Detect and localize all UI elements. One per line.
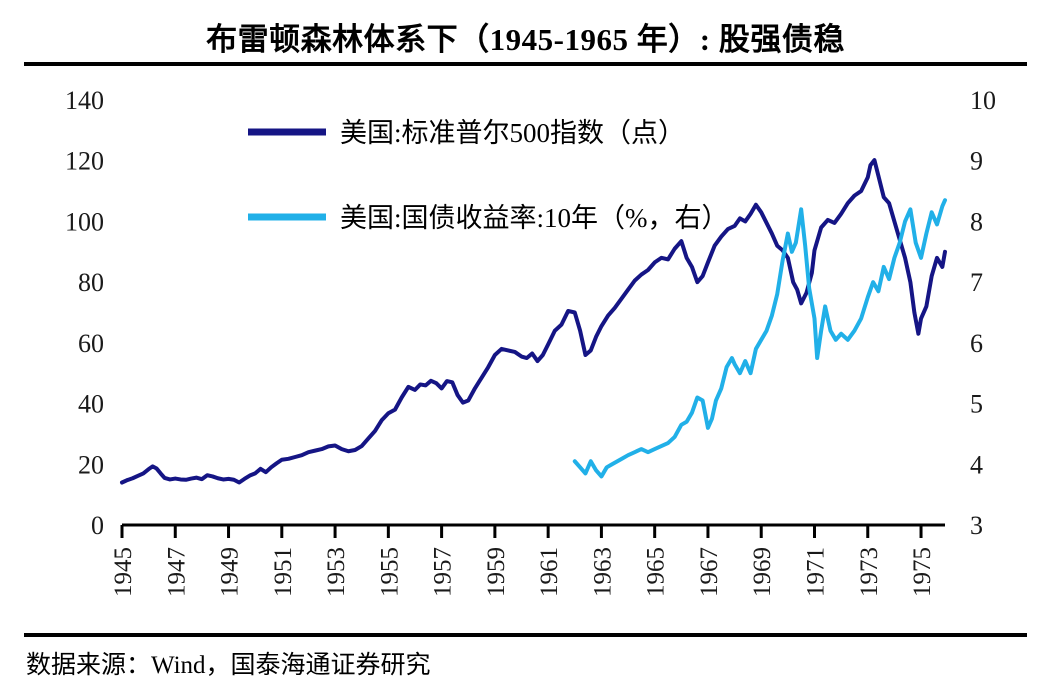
x-axis-tick-label: 1971: [802, 547, 829, 597]
right-axis-tick-label: 7: [970, 268, 983, 297]
left-axis-tick-label: 40: [78, 390, 104, 419]
title-divider-top: [24, 62, 1027, 66]
right-axis-tick-label: 4: [970, 450, 983, 479]
x-axis-tick-labels: 1945 1947 1949 1951 1953 1955 1957 1959 1961 1963…: [110, 547, 936, 597]
page-title: 布雷顿森林体系下（1945-1965 年）: 股强债稳: [206, 22, 845, 57]
source-note: 数据来源：Wind，国泰海通证券研究: [26, 652, 431, 679]
series-line: [120, 158, 947, 485]
legend-label: 美国:国债收益率:10年（%，右）: [340, 203, 729, 233]
x-axis-tick-label: 1957: [430, 547, 457, 597]
x-axis-tick-label: 1953: [323, 547, 350, 597]
footer-divider: [24, 633, 1027, 637]
x-axis-tick-label: 1947: [163, 547, 190, 597]
left-axis-tick-label: 120: [65, 147, 104, 176]
x-axis-tick-label: 1961: [536, 547, 563, 597]
right-axis-tick-label: 3: [970, 511, 983, 540]
left-axis-tick-label: 20: [78, 450, 104, 479]
left-axis-tick-label: 80: [78, 268, 104, 297]
left-axis-tick-label: 60: [78, 329, 104, 358]
x-axis-tick-label: 1969: [749, 547, 776, 597]
x-axis-tick-marks: [120, 525, 923, 538]
series-line: [572, 198, 947, 479]
legend-label: 美国:标准普尔500指数（点）: [340, 118, 685, 148]
series-lines: [120, 158, 947, 485]
x-axis-tick-label: 1949: [217, 547, 244, 597]
left-axis-tick-labels: 0 20 40 60 80 100 120 140: [65, 86, 104, 540]
left-axis-tick-label: 0: [91, 511, 104, 540]
x-axis-tick-label: 1975: [909, 547, 936, 597]
right-axis-tick-label: 6: [970, 329, 983, 358]
left-axis-tick-label: 140: [65, 86, 104, 115]
x-axis-tick-label: 1951: [270, 547, 297, 597]
x-axis-tick-label: 1945: [110, 547, 137, 597]
left-axis-tick-label: 100: [65, 207, 104, 236]
chart-legend: 美国:标准普尔500指数（点） 美国:国债收益率:10年（%，右）: [248, 118, 729, 233]
right-axis-tick-label: 9: [970, 147, 983, 176]
right-axis-tick-labels: 3 4 5 6 7 8 9 10: [970, 86, 996, 540]
right-axis-tick-label: 8: [970, 207, 983, 236]
x-axis-tick-label: 1965: [643, 547, 670, 597]
x-axis-tick-label: 1963: [589, 547, 616, 597]
x-axis-tick-label: 1967: [696, 547, 723, 597]
right-axis-tick-label: 10: [970, 86, 996, 115]
x-axis-tick-label: 1959: [483, 547, 510, 597]
right-axis-tick-label: 5: [970, 390, 983, 419]
x-axis-tick-label: 1973: [856, 547, 883, 597]
x-axis-tick-label: 1955: [376, 547, 403, 597]
